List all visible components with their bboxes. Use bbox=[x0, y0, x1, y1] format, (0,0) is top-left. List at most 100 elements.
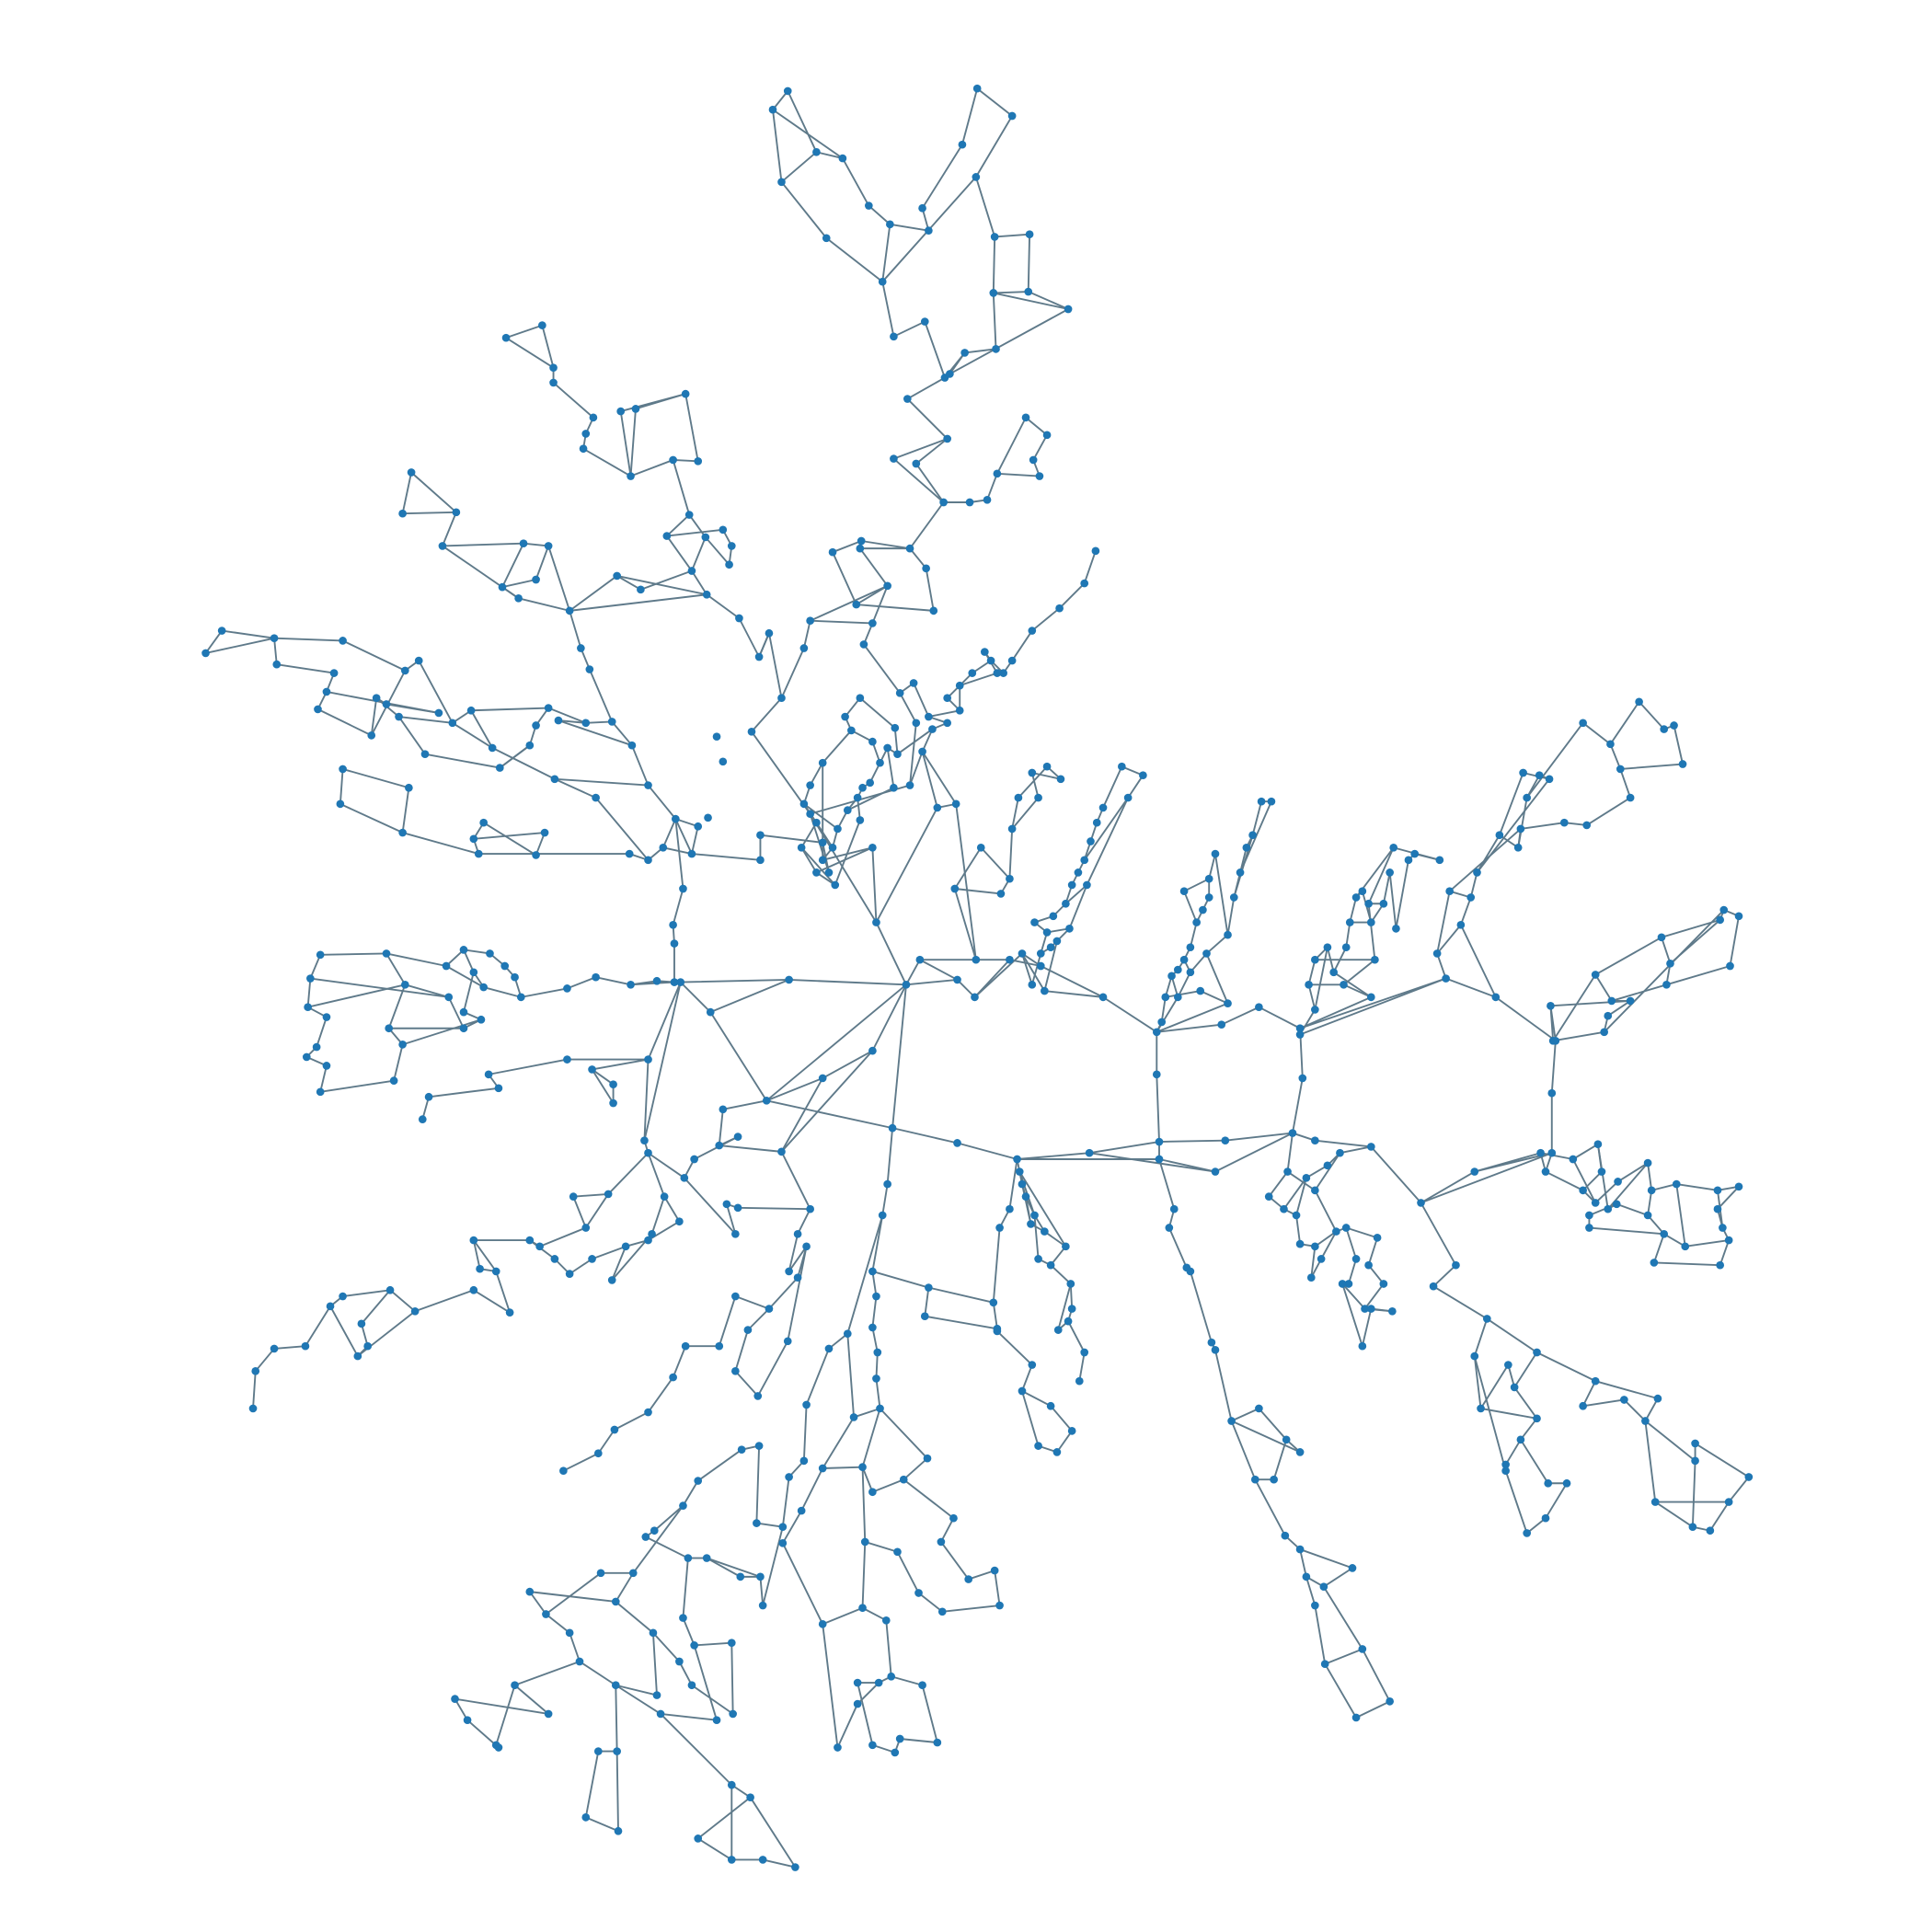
graph-node bbox=[322, 1013, 331, 1021]
graph-edge bbox=[1268, 1170, 1289, 1198]
graph-node bbox=[1302, 1572, 1311, 1581]
graph-node bbox=[887, 1672, 896, 1681]
graph-edge bbox=[939, 1540, 970, 1581]
graph-edge bbox=[861, 1540, 867, 1609]
graph-edge bbox=[690, 569, 708, 596]
graph-node bbox=[797, 1506, 806, 1515]
graph-node bbox=[1626, 793, 1635, 802]
graph-node bbox=[1600, 1028, 1609, 1037]
graph-node bbox=[953, 975, 961, 984]
graph-edge bbox=[591, 1245, 627, 1260]
graph-edge bbox=[914, 463, 945, 503]
graph-node bbox=[868, 843, 877, 852]
graph-edge bbox=[1395, 858, 1409, 930]
graph-edge bbox=[1088, 1152, 1216, 1173]
graph-node bbox=[316, 950, 325, 960]
graph-node bbox=[581, 430, 591, 438]
graph-edge bbox=[1647, 1214, 1665, 1236]
graph-node bbox=[1229, 893, 1238, 902]
graph-edge bbox=[1654, 1501, 1694, 1528]
graph-edge bbox=[1661, 936, 1672, 965]
graph-edge bbox=[1552, 1030, 1605, 1042]
graph-node bbox=[712, 732, 721, 742]
graph-edge bbox=[660, 1712, 718, 1721]
graph-node bbox=[918, 747, 926, 756]
graph-edge bbox=[1189, 921, 1198, 949]
graph-edge bbox=[892, 320, 926, 338]
graph-node bbox=[593, 1747, 603, 1755]
graph-edge bbox=[613, 1411, 650, 1431]
graph-edge bbox=[679, 981, 712, 1014]
graph-node bbox=[301, 1341, 310, 1351]
graph-edge bbox=[767, 1276, 799, 1310]
graph-edge bbox=[690, 825, 699, 856]
graph-edge bbox=[1307, 959, 1317, 986]
graph-node bbox=[592, 972, 600, 982]
graph-node bbox=[1186, 1267, 1195, 1276]
graph-node bbox=[758, 1856, 767, 1864]
graph-node bbox=[1236, 868, 1245, 877]
graph-node bbox=[1055, 604, 1064, 613]
graph-edge bbox=[1064, 883, 1088, 905]
graph-edge bbox=[1050, 1245, 1067, 1267]
graph-edge bbox=[451, 721, 494, 749]
graph-edge bbox=[547, 707, 587, 724]
graph-edge bbox=[809, 584, 889, 622]
graph-edge bbox=[594, 797, 650, 861]
graph-edge bbox=[1314, 1152, 1341, 1191]
graph-node bbox=[1282, 1435, 1291, 1444]
graph-node bbox=[1491, 993, 1501, 1002]
graph-edge bbox=[1675, 1183, 1719, 1191]
graph-edge bbox=[647, 1152, 666, 1198]
graph-edge bbox=[855, 604, 935, 612]
graph-node bbox=[964, 1575, 973, 1583]
graph-edge bbox=[921, 751, 958, 805]
graph-node bbox=[1007, 111, 1017, 121]
graph-edge bbox=[886, 1127, 894, 1186]
graph-node bbox=[459, 1007, 468, 1017]
graph-edge bbox=[1504, 1469, 1528, 1535]
graph-node bbox=[1083, 880, 1091, 890]
graph-node bbox=[405, 783, 413, 792]
graph-node bbox=[899, 1475, 908, 1484]
graph-node bbox=[549, 378, 558, 387]
graph-edge bbox=[591, 1068, 615, 1086]
graph-node bbox=[1204, 874, 1213, 883]
graph-node bbox=[1626, 996, 1635, 1006]
graph-edge bbox=[360, 1289, 392, 1325]
graph-node bbox=[656, 1709, 665, 1719]
graph-edge bbox=[927, 709, 961, 718]
graph-node bbox=[1523, 1529, 1532, 1537]
graph-edge bbox=[1581, 1380, 1597, 1408]
graph-edge bbox=[397, 716, 426, 755]
graph-node bbox=[565, 1270, 574, 1278]
graph-edge bbox=[513, 1684, 550, 1715]
graph-edge bbox=[1345, 921, 1351, 949]
graph-node bbox=[719, 525, 728, 535]
graph-edge bbox=[706, 593, 741, 619]
graph-node bbox=[442, 961, 451, 971]
graph-edge bbox=[316, 1016, 328, 1049]
graph-node bbox=[818, 1074, 827, 1083]
graph-edge bbox=[482, 822, 537, 857]
graph-edge bbox=[1367, 846, 1395, 905]
graph-edge bbox=[913, 682, 930, 718]
graph-edge bbox=[304, 1305, 331, 1348]
graph-node bbox=[918, 203, 926, 213]
graph-edge bbox=[1324, 1662, 1358, 1719]
graph-node bbox=[1666, 959, 1674, 968]
graph-edge bbox=[1444, 977, 1497, 998]
graph-edge bbox=[800, 846, 836, 886]
graph-node bbox=[659, 843, 668, 852]
graph-node bbox=[1641, 1417, 1650, 1425]
graph-node bbox=[1283, 1167, 1292, 1176]
graph-edge bbox=[569, 593, 708, 612]
graph-node bbox=[856, 816, 865, 824]
graph-node bbox=[1065, 925, 1074, 933]
graph-node bbox=[886, 220, 894, 229]
graph-node bbox=[903, 395, 912, 403]
graph-edge bbox=[967, 1570, 996, 1581]
graph-edge bbox=[273, 637, 344, 642]
graph-edge bbox=[1420, 1152, 1553, 1204]
graph-node bbox=[1591, 971, 1600, 979]
